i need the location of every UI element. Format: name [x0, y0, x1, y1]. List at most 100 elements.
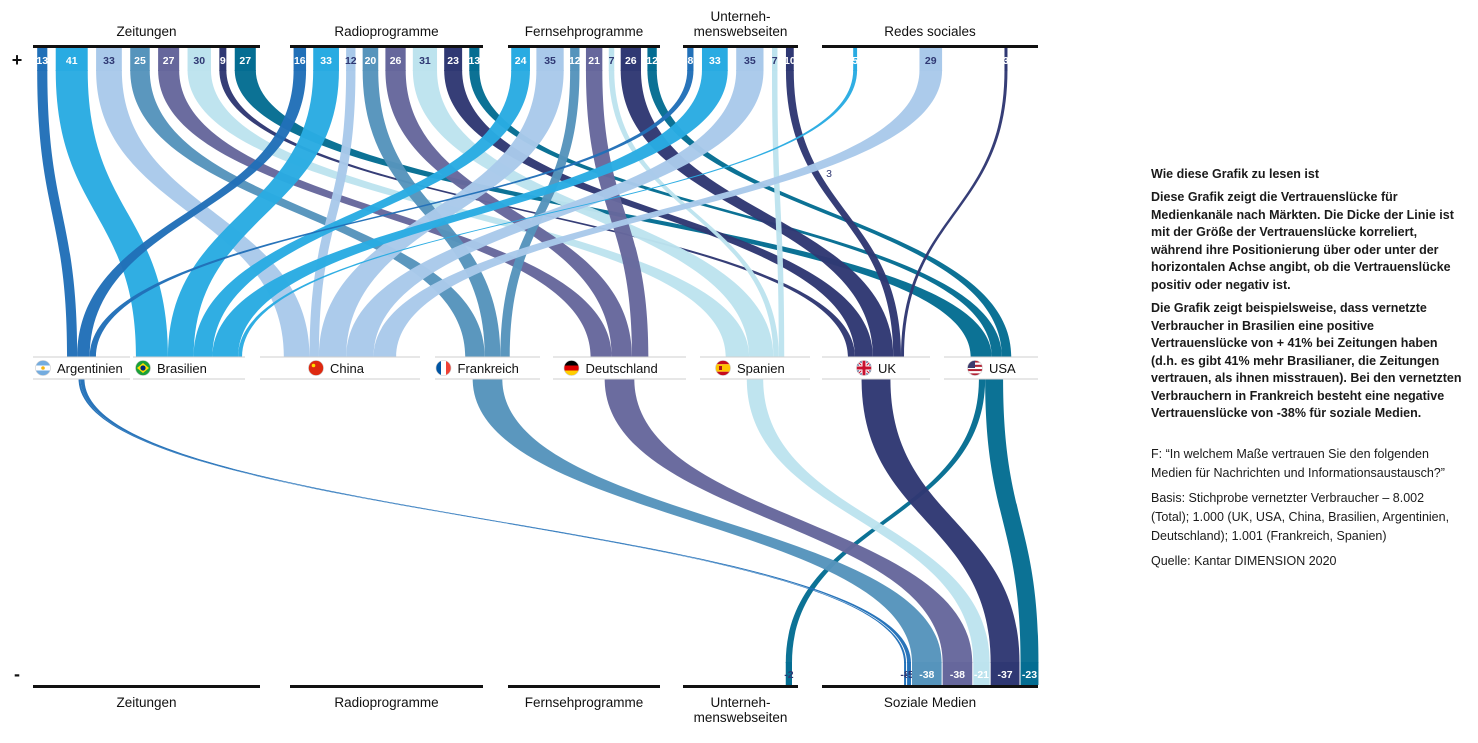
market-cell-argentinien	[33, 357, 130, 379]
top-channel-label: Fernsehprogramme	[525, 24, 644, 39]
flow-unternehmenswebseiten-china	[346, 70, 764, 357]
bottom-channel-label: Unterneh-	[710, 695, 770, 710]
bar-fernsehprogramme-uk	[620, 48, 641, 71]
value-label: 12	[345, 55, 357, 67]
market-label-china: China	[330, 361, 365, 376]
source-block: F: “In welchem Maße vertrauen Sie den fo…	[1151, 445, 1463, 571]
value-label: 33	[103, 55, 115, 67]
bar-radioprogramme-deutschland	[385, 48, 406, 71]
bar-zeitungen-deutschland	[158, 48, 180, 71]
bar-radioprogramme-brasilien	[313, 48, 339, 71]
value-label: 16	[294, 55, 306, 67]
bar-unternehmenswebseiten-brasilien	[701, 48, 728, 71]
flow-zeitungen-brasilien	[55, 70, 168, 357]
positive-sign: +	[12, 50, 23, 70]
market-cell-brasilien	[133, 357, 245, 379]
market-cell-deutschland	[553, 357, 686, 379]
value-label: 24	[515, 55, 527, 67]
argentina-flag-icon	[35, 360, 51, 376]
top-axis-line	[33, 45, 260, 48]
market-cell-china	[260, 357, 420, 379]
bar-fernsehprogramme-frankreich	[570, 48, 580, 71]
china-flag-icon	[308, 360, 324, 376]
value-label: 12	[646, 55, 658, 67]
flow-radioprogramme-deutschland	[385, 70, 632, 357]
value-label: -8	[900, 669, 909, 681]
bottom-axis-line	[683, 685, 798, 688]
trust-gap-chart: 13 41 33 25 27 30 9 27 16 33 12 20 26 31 23 13 24 35 12 21 7…	[12, 9, 1039, 725]
bottom-channel-label: Fernsehprogramme	[525, 695, 644, 710]
flow-soziale-medien-deutschland	[604, 379, 973, 663]
top-value-bars: 13 41 33 25 27 30 9 27 16 33 12 20 26 31 23 13 24 35 12 21 7…	[36, 48, 1009, 180]
market-row: Argentinien Brasilien China Frankreich Deuts…	[33, 356, 1038, 380]
value-label: 35	[744, 55, 756, 67]
bar-radioprogramme-china	[346, 48, 356, 71]
flow-fernsehprogramme-deutschland	[585, 70, 649, 357]
bar-zeitungen-spanien	[187, 48, 211, 71]
flow-fernsehprogramme-uk	[620, 70, 894, 357]
market-cell-uk	[822, 357, 930, 379]
flow-zeitungen-china	[96, 70, 310, 357]
spain-flag-icon	[715, 360, 731, 376]
value-label: 27	[239, 55, 251, 67]
bar-zeitungen-frankreich	[130, 48, 150, 71]
bottom-channel-label: Soziale Medien	[884, 695, 976, 710]
negative-flows	[78, 379, 1039, 663]
bar-soziale-medien-frankreich	[911, 662, 942, 685]
bar-zeitungen-uk	[219, 48, 227, 71]
flow-redes-sociales-argentinien	[78, 379, 907, 663]
bar-zeitungen-china	[96, 48, 122, 71]
flow-fernsehprogramme-usa	[647, 70, 1012, 357]
bar-soziale-medien-spanien	[973, 662, 990, 685]
notes-paragraph-example: Die Grafik zeigt beispielsweise, dass ve…	[1151, 301, 1462, 420]
data-source: Quelle: Kantar DIMENSION 2020	[1151, 553, 1337, 568]
flow-soziale-medien-spanien	[746, 379, 990, 663]
flow-radioprogramme-argentinien	[77, 70, 307, 357]
flow-radioprogramme-brasilien	[167, 70, 339, 357]
flow-unternehmenswebseiten-argentinien	[89, 70, 694, 357]
market-cell-frankreich	[435, 357, 540, 379]
value-label: 13	[469, 55, 481, 67]
value-label: -37	[997, 669, 1012, 681]
bar-fernsehprogramme-china	[536, 48, 564, 71]
top-channel-label: Radioprogramme	[334, 24, 438, 39]
bar-unternehmenswebseiten-uk	[785, 48, 794, 71]
flow-zeitungen-frankreich	[130, 70, 485, 357]
bottom-axis-line	[822, 685, 1038, 688]
bottom-axis-line	[33, 685, 260, 688]
value-label: 33	[709, 55, 721, 67]
value-label: 27	[163, 55, 175, 67]
bottom-channel-label: Zeitungen	[116, 695, 176, 710]
value-label: 3	[826, 168, 832, 180]
flow-soziale-medien-usa	[985, 379, 1039, 663]
flow-soziale-medien-frankreich	[472, 379, 942, 663]
flow-unternehmenswebseiten-usa	[785, 379, 986, 663]
top-channel-label: menswebseiten	[694, 24, 788, 39]
market-label-deutschland: Deutschland	[586, 361, 658, 376]
flow-redes-sociales-uk	[901, 70, 1008, 357]
value-label: 33	[320, 55, 332, 67]
bar-soziale-medien-deutschland	[942, 662, 973, 685]
bar-soziale-medien-argentinien	[907, 662, 911, 685]
usa-flag-icon	[967, 360, 983, 376]
flow-fernsehprogramme-spanien	[608, 70, 779, 357]
bar-redes-sociales-argentinien	[904, 662, 907, 685]
brazil-flag-icon	[135, 360, 151, 376]
bar-unternehmenswebseiten-usa	[785, 662, 792, 685]
bar-radioprogramme-spanien	[412, 48, 438, 71]
notes-panel: Wie diese Grafik zu lesen ist Diese Graf…	[1151, 166, 1463, 577]
flow-soziale-medien-argentinien	[80, 379, 911, 663]
value-label: -2	[784, 669, 793, 681]
value-label: 20	[365, 55, 377, 67]
flow-unternehmenswebseiten-brasilien	[212, 70, 728, 357]
value-label: 7	[609, 55, 615, 67]
value-label: 8	[687, 55, 693, 67]
value-label: 26	[625, 55, 637, 67]
bottom-axis-line	[290, 685, 483, 688]
value-label: 21	[588, 55, 600, 67]
germany-flag-icon	[564, 360, 579, 376]
value-label: 12	[569, 55, 581, 67]
bottom-axis-line	[508, 685, 660, 688]
survey-question: F: “In welchem Maße vertrauen Sie den fo…	[1151, 446, 1445, 480]
value-label: 23	[447, 55, 459, 67]
